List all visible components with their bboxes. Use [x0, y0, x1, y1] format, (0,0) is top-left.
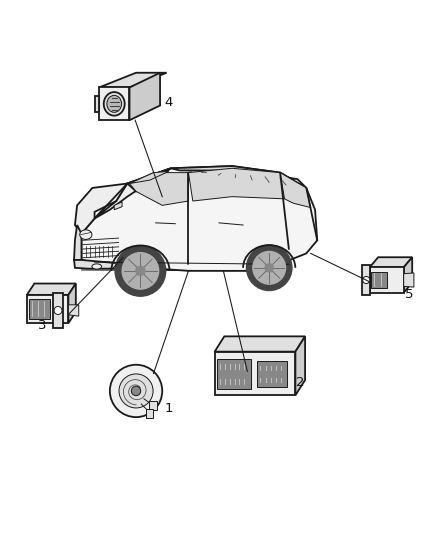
- Ellipse shape: [80, 230, 92, 239]
- Ellipse shape: [104, 92, 125, 116]
- Polygon shape: [68, 305, 79, 316]
- Text: 4: 4: [165, 96, 173, 109]
- Circle shape: [131, 386, 141, 395]
- Polygon shape: [127, 168, 171, 191]
- Circle shape: [136, 266, 145, 276]
- Polygon shape: [370, 268, 404, 293]
- Polygon shape: [370, 257, 412, 268]
- Polygon shape: [114, 202, 122, 210]
- Polygon shape: [95, 96, 99, 112]
- Polygon shape: [74, 225, 81, 260]
- Bar: [29, 299, 49, 319]
- Circle shape: [115, 246, 166, 296]
- Polygon shape: [27, 295, 68, 323]
- Ellipse shape: [92, 264, 102, 269]
- Polygon shape: [404, 257, 412, 293]
- Bar: [371, 272, 387, 288]
- Text: 1: 1: [165, 402, 173, 415]
- Bar: [257, 361, 287, 386]
- Circle shape: [54, 306, 62, 314]
- Circle shape: [253, 252, 286, 284]
- Polygon shape: [99, 72, 166, 87]
- Polygon shape: [130, 171, 169, 183]
- Polygon shape: [27, 284, 76, 295]
- Polygon shape: [362, 265, 370, 295]
- Polygon shape: [295, 336, 305, 395]
- Polygon shape: [280, 173, 311, 207]
- Circle shape: [122, 253, 159, 289]
- Polygon shape: [188, 168, 285, 201]
- Text: 2: 2: [296, 376, 304, 389]
- Bar: [217, 359, 251, 389]
- Text: 3: 3: [38, 319, 46, 332]
- Text: 5: 5: [405, 288, 413, 301]
- Polygon shape: [95, 168, 171, 219]
- Polygon shape: [171, 166, 306, 188]
- Polygon shape: [81, 166, 317, 271]
- Circle shape: [119, 374, 153, 408]
- Circle shape: [265, 264, 273, 272]
- FancyBboxPatch shape: [146, 409, 152, 418]
- Polygon shape: [53, 294, 64, 327]
- Circle shape: [363, 277, 370, 284]
- Circle shape: [247, 245, 292, 290]
- Polygon shape: [68, 284, 76, 323]
- Polygon shape: [75, 183, 127, 234]
- Polygon shape: [99, 87, 130, 120]
- Circle shape: [110, 365, 162, 417]
- Polygon shape: [404, 273, 414, 287]
- FancyBboxPatch shape: [149, 400, 157, 410]
- Polygon shape: [74, 260, 130, 269]
- Polygon shape: [215, 352, 295, 395]
- Ellipse shape: [107, 95, 122, 112]
- Polygon shape: [215, 336, 305, 352]
- Polygon shape: [130, 72, 160, 120]
- Polygon shape: [130, 173, 188, 205]
